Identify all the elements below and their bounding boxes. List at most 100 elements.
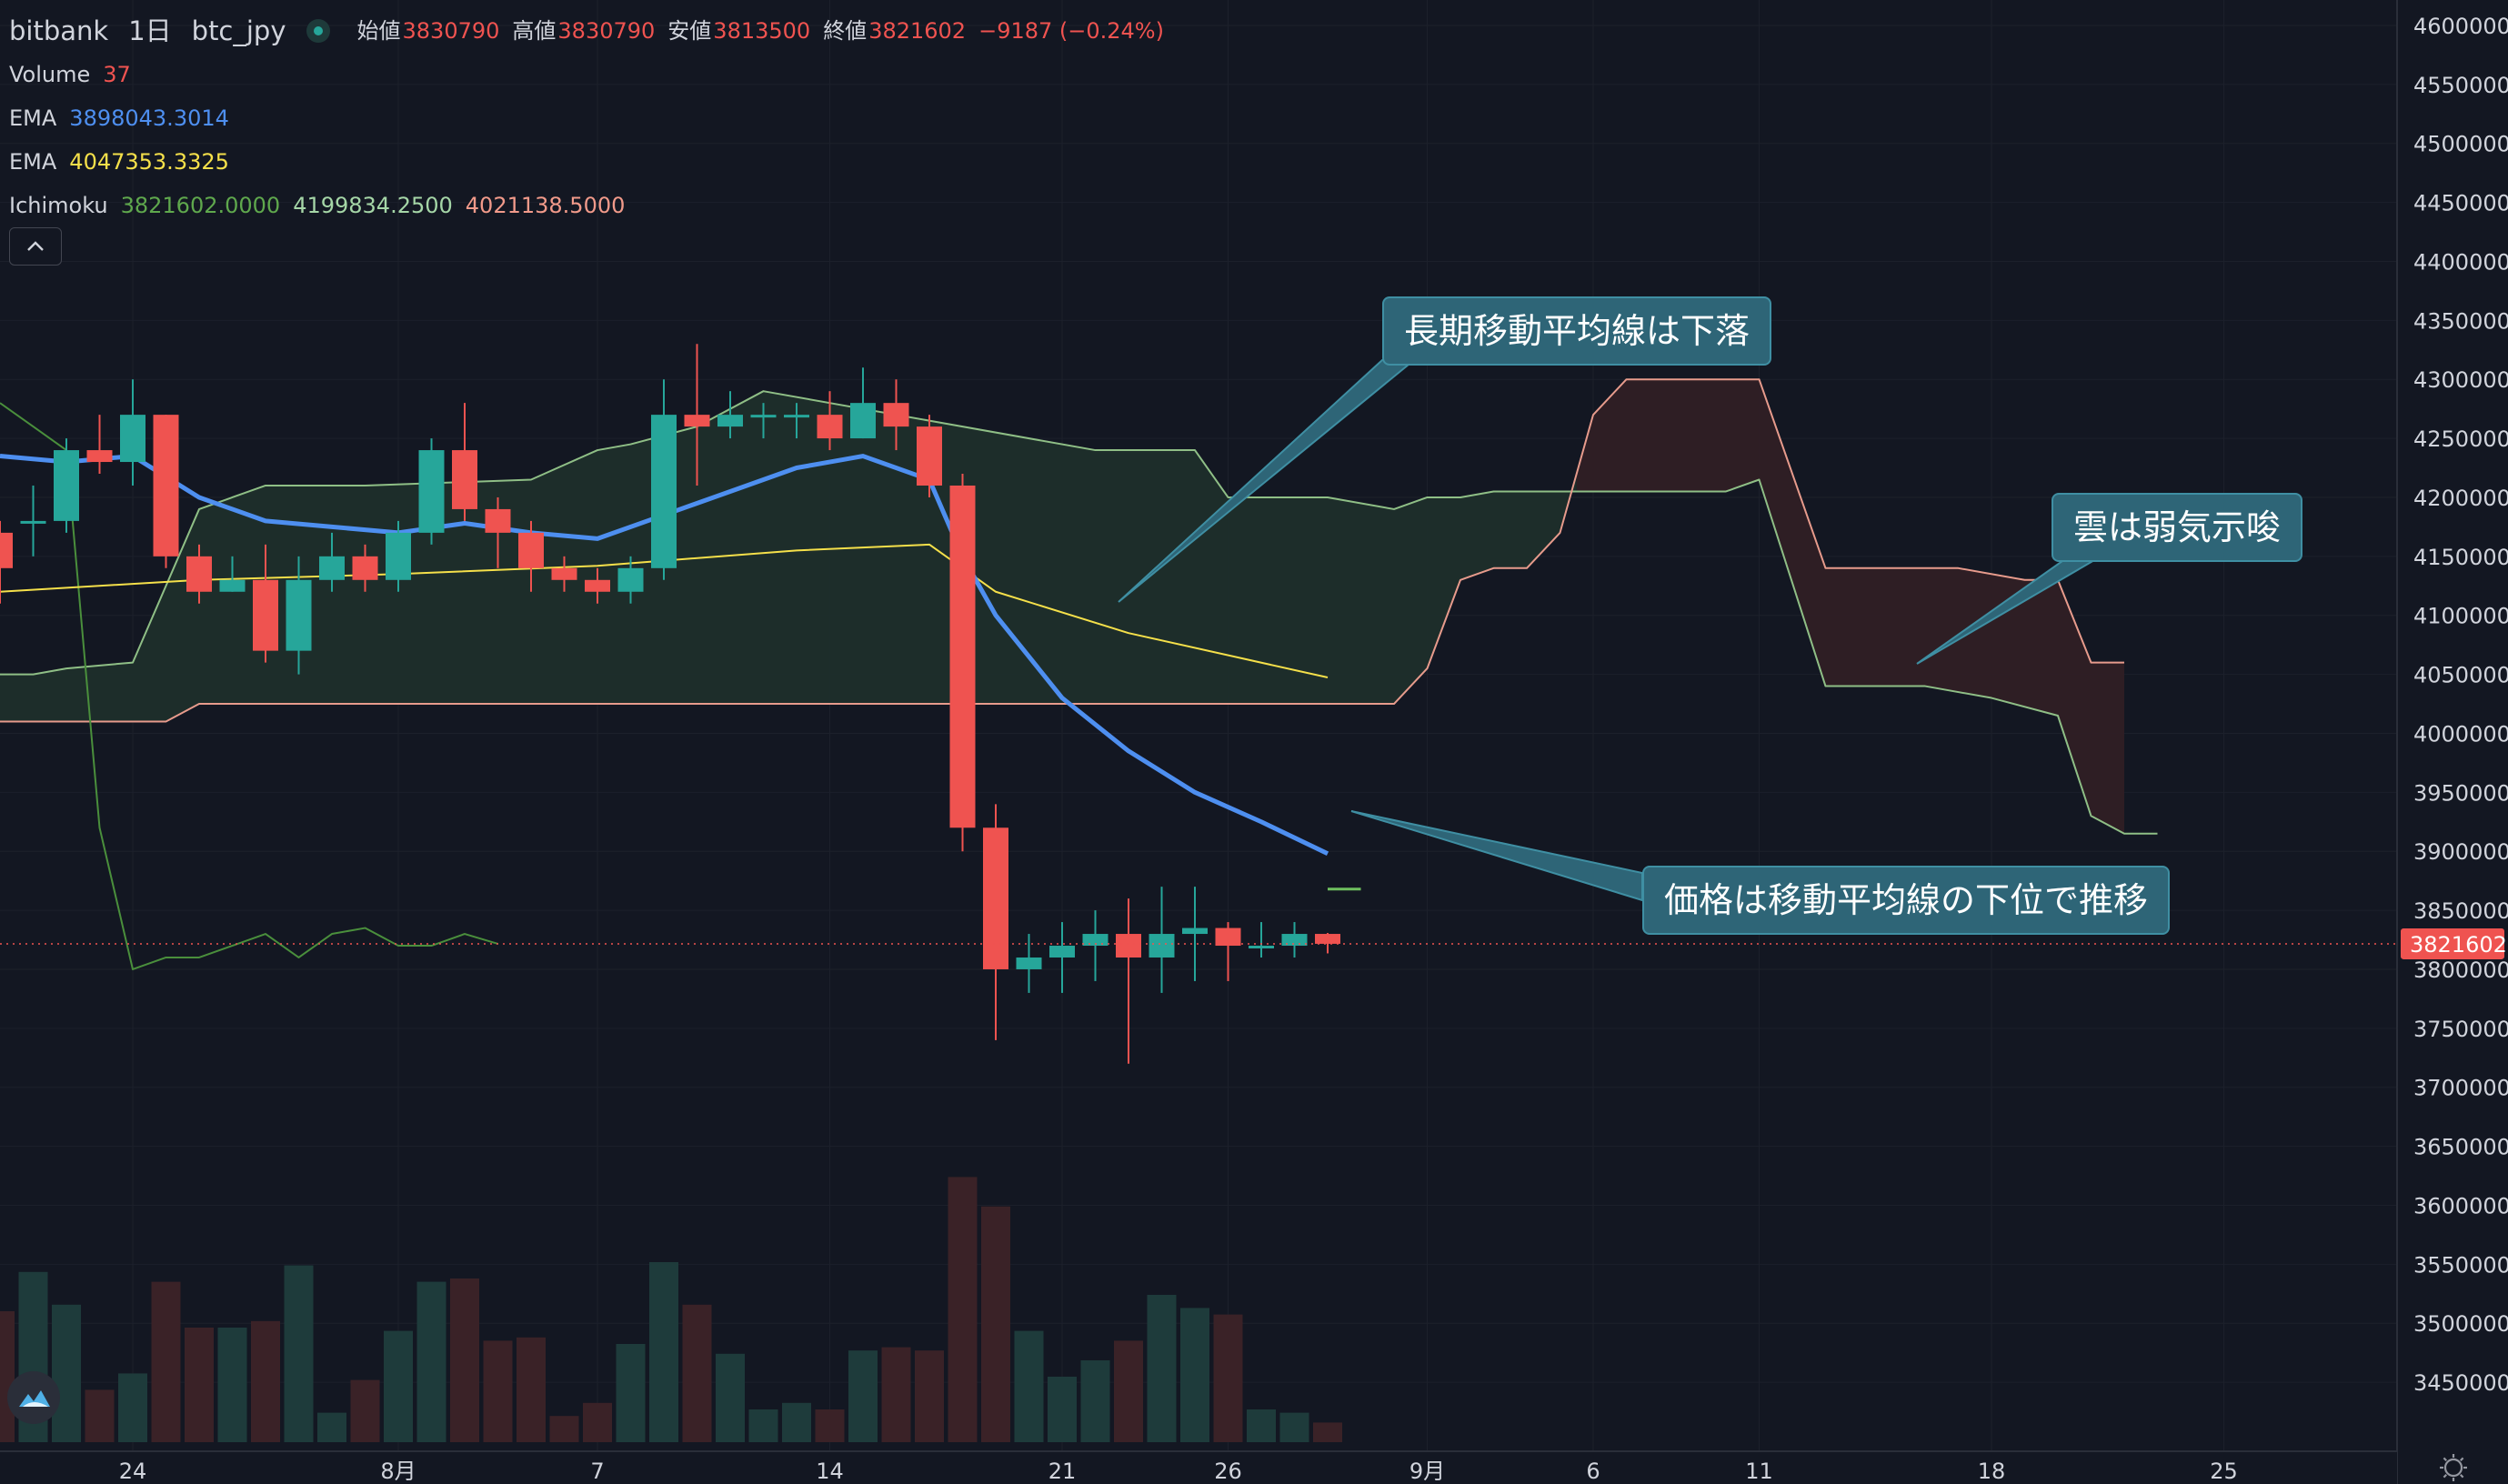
price-tick-label: 3600000 xyxy=(2413,1193,2508,1218)
candle-body xyxy=(1182,928,1208,935)
time-tick-label: 24 xyxy=(119,1459,147,1484)
price-tick-label: 4350000 xyxy=(2413,308,2508,334)
volume-bar xyxy=(848,1350,878,1442)
candle-body xyxy=(1082,934,1109,947)
price-tick-label: 4200000 xyxy=(2413,486,2508,511)
volume-bar xyxy=(583,1402,612,1442)
ichimoku-value-1: 3821602.0000 xyxy=(120,193,281,218)
volume-legend[interactable]: Volume 37 xyxy=(9,53,1177,96)
ema-short-value: 3898043.3014 xyxy=(69,105,229,131)
volume-bar xyxy=(981,1206,1010,1442)
volume-label: Volume xyxy=(9,62,91,87)
price-tick-label: 4250000 xyxy=(2413,426,2508,452)
ohlc-close-key: 終値 xyxy=(823,18,868,44)
candle-body xyxy=(1116,934,1141,958)
ema-short-line xyxy=(0,454,1329,857)
ema-short-label: EMA xyxy=(9,105,57,131)
volume-bar xyxy=(1247,1409,1276,1442)
candle-body xyxy=(750,415,777,418)
settings-gear-icon[interactable] xyxy=(2440,1454,2467,1481)
price-tick-label: 4450000 xyxy=(2413,191,2508,216)
volume-bar xyxy=(384,1330,413,1442)
volume-bar xyxy=(1180,1308,1209,1442)
annotation-callout-1[interactable]: 長期移動平均線は下落 xyxy=(1382,296,1772,366)
volume-bars xyxy=(0,1177,1342,1442)
candle-body xyxy=(319,556,345,580)
price-tick-label: 4600000 xyxy=(2413,14,2508,39)
volume-bar xyxy=(517,1337,546,1442)
volume-bar xyxy=(251,1320,280,1442)
gear-tooth xyxy=(2460,1457,2464,1461)
pointer-3 xyxy=(1350,810,1643,902)
volume-bar xyxy=(350,1379,380,1442)
volume-bar xyxy=(1213,1314,1243,1442)
candle-body xyxy=(1149,934,1175,958)
ichimoku-cloud xyxy=(0,379,2124,834)
price-tick-label: 4000000 xyxy=(2413,721,2508,747)
candle-body xyxy=(54,450,79,521)
price-tick-label: 4550000 xyxy=(2413,73,2508,98)
price-axis-bg xyxy=(2397,0,2508,1484)
time-tick-label: 7 xyxy=(590,1459,604,1484)
ohlc-low-value: 3813500 xyxy=(713,18,811,44)
ichimoku-label: Ichimoku xyxy=(9,193,108,218)
candle-body xyxy=(1249,946,1274,949)
volume-bar xyxy=(52,1304,81,1442)
volume-bar xyxy=(716,1353,745,1442)
price-tick-label: 4050000 xyxy=(2413,663,2508,688)
cloud-bear-area xyxy=(1576,379,2124,834)
ichimoku-legend[interactable]: Ichimoku 3821602.0000 4199834.2500 40211… xyxy=(9,184,1177,227)
gear-tooth xyxy=(2443,1457,2447,1461)
chevron-up-icon xyxy=(27,241,44,251)
ohlc-low-key: 安値 xyxy=(667,18,712,44)
volume-bar xyxy=(284,1265,314,1442)
price-tick-label: 3650000 xyxy=(2413,1135,2508,1160)
ema-short-legend[interactable]: EMA 3898043.3014 xyxy=(9,96,1177,140)
ohlc-open-key: 始値 xyxy=(356,18,401,44)
cloud-bull-area xyxy=(0,391,1577,722)
ichimoku-value-3: 4021138.5000 xyxy=(465,193,626,218)
price-tick-label: 3700000 xyxy=(2413,1076,2508,1101)
candle-body xyxy=(784,415,809,418)
volume-bar xyxy=(915,1350,944,1442)
candle-body xyxy=(717,415,743,427)
annotation-callout-2[interactable]: 雲は弱気示唆 xyxy=(2052,493,2303,562)
candle-body xyxy=(1016,957,1042,969)
annotation-callout-3[interactable]: 価格は移動平均線の下位で推移 xyxy=(1642,866,2171,935)
price-tick-label: 4400000 xyxy=(2413,249,2508,275)
ema-long-label: EMA xyxy=(9,149,57,175)
candle-body xyxy=(86,450,113,463)
time-axis-bg xyxy=(0,1451,2397,1484)
price-tick-label: 3750000 xyxy=(2413,1017,2508,1042)
candle-body xyxy=(1315,934,1340,944)
candle-body xyxy=(1215,928,1241,947)
price-tick-label: 3900000 xyxy=(2413,839,2508,865)
volume-bar xyxy=(85,1389,115,1442)
ema-long-value: 4047353.3325 xyxy=(69,149,229,175)
volume-bar xyxy=(1279,1412,1309,1442)
volume-bar xyxy=(881,1347,911,1442)
volume-bar xyxy=(616,1344,646,1442)
ichimoku-span-b-line xyxy=(0,378,2124,723)
time-tick-label: 6 xyxy=(1586,1459,1600,1484)
time-tick-label: 14 xyxy=(816,1459,844,1484)
volume-bar xyxy=(1080,1360,1110,1442)
price-tick-label: 4150000 xyxy=(2413,545,2508,570)
price-tick-label: 3500000 xyxy=(2413,1311,2508,1337)
candle-body xyxy=(949,485,976,828)
interval-label[interactable]: 1日 xyxy=(128,15,172,46)
tradingview-logo[interactable] xyxy=(7,1371,60,1424)
volume-bar xyxy=(748,1409,778,1442)
collapse-legend-button[interactable] xyxy=(9,227,62,266)
candle-body xyxy=(219,579,246,592)
gear-ring xyxy=(2443,1458,2463,1478)
ema-long-legend[interactable]: EMA 4047353.3325 xyxy=(9,140,1177,184)
symbol-name[interactable]: btc_jpy xyxy=(191,15,286,46)
exchange-name[interactable]: bitbank xyxy=(9,15,109,46)
chart-legend: bitbank 1日 btc_jpy 始値 3830790 高値 3830790 安… xyxy=(9,9,1177,227)
time-tick-label: 11 xyxy=(1745,1459,1773,1484)
volume-bar xyxy=(416,1281,446,1442)
time-tick-label: 25 xyxy=(2210,1459,2238,1484)
